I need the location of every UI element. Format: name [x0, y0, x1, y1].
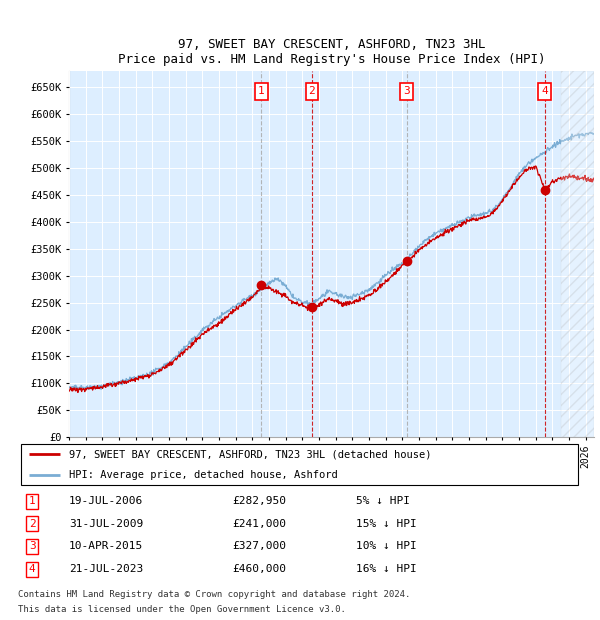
Text: 1: 1	[29, 497, 35, 507]
Text: This data is licensed under the Open Government Licence v3.0.: This data is licensed under the Open Gov…	[18, 605, 346, 614]
Text: 15% ↓ HPI: 15% ↓ HPI	[356, 519, 417, 529]
Text: 10% ↓ HPI: 10% ↓ HPI	[356, 541, 417, 552]
Text: 19-JUL-2006: 19-JUL-2006	[69, 497, 143, 507]
Text: 5% ↓ HPI: 5% ↓ HPI	[356, 497, 410, 507]
Text: 21-JUL-2023: 21-JUL-2023	[69, 564, 143, 574]
Text: 2: 2	[29, 519, 35, 529]
Text: £460,000: £460,000	[232, 564, 286, 574]
Text: 97, SWEET BAY CRESCENT, ASHFORD, TN23 3HL (detached house): 97, SWEET BAY CRESCENT, ASHFORD, TN23 3H…	[69, 449, 431, 459]
Text: 31-JUL-2009: 31-JUL-2009	[69, 519, 143, 529]
Title: 97, SWEET BAY CRESCENT, ASHFORD, TN23 3HL
Price paid vs. HM Land Registry's Hous: 97, SWEET BAY CRESCENT, ASHFORD, TN23 3H…	[118, 38, 545, 66]
Text: £327,000: £327,000	[232, 541, 286, 552]
Text: HPI: Average price, detached house, Ashford: HPI: Average price, detached house, Ashf…	[69, 469, 338, 480]
Text: 10-APR-2015: 10-APR-2015	[69, 541, 143, 552]
Text: 4: 4	[29, 564, 35, 574]
Text: £282,950: £282,950	[232, 497, 286, 507]
Text: 4: 4	[541, 86, 548, 97]
Text: 3: 3	[29, 541, 35, 552]
Text: 2: 2	[308, 86, 316, 97]
Text: Contains HM Land Registry data © Crown copyright and database right 2024.: Contains HM Land Registry data © Crown c…	[18, 590, 410, 599]
Text: 1: 1	[258, 86, 265, 97]
Text: 3: 3	[403, 86, 410, 97]
Text: 16% ↓ HPI: 16% ↓ HPI	[356, 564, 417, 574]
FancyBboxPatch shape	[21, 444, 578, 485]
Text: £241,000: £241,000	[232, 519, 286, 529]
